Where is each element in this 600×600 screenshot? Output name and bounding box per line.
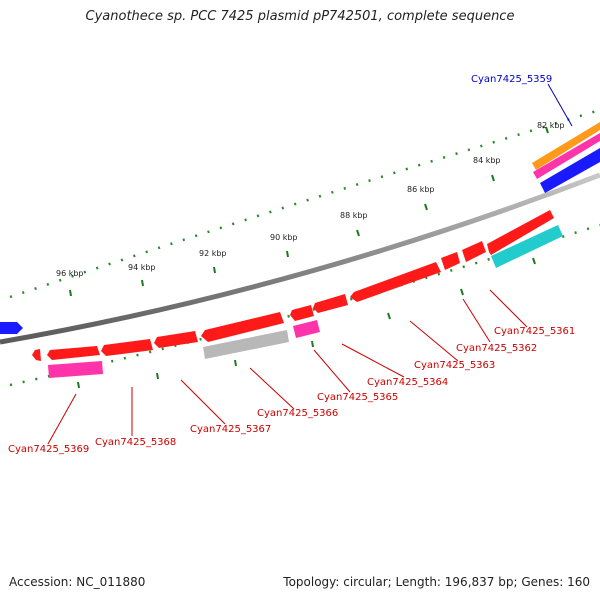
gene-label-cyan7425-5359: Cyan7425_5359 [471, 74, 552, 85]
gene-label-cyan7425-5364: Cyan7425_5364 [367, 377, 448, 388]
gene-label-cyan7425-5369: Cyan7425_5369 [8, 444, 89, 455]
outer-tick-ring [9, 108, 600, 299]
accession-text: Accession: NC_011880 [9, 575, 146, 589]
cds-arrow [32, 349, 41, 361]
gene-label-cyan7425-5368: Cyan7425_5368 [95, 437, 176, 448]
cds-arrow [441, 252, 460, 270]
kbp-label: 96 kbp [56, 269, 84, 278]
cds-arrow [101, 339, 153, 356]
blue-feature [540, 148, 600, 193]
cds-arrow [47, 346, 100, 360]
cds-arrow [313, 294, 348, 313]
gene-label-cyan7425-5367: Cyan7425_5367 [190, 424, 271, 435]
map-title: Cyanothece sp. PCC 7425 plasmid pP742501… [85, 9, 515, 24]
kbp-label: 90 kbp [270, 233, 298, 242]
major-ticks-inner [77, 257, 536, 389]
kbp-label: 88 kbp [340, 211, 368, 220]
forward-cds [32, 210, 554, 361]
cds-arrow [350, 262, 441, 302]
magenta-feature [48, 361, 103, 378]
kbp-label: 94 kbp [128, 263, 156, 272]
kbp-label: 82 kbp [537, 121, 565, 130]
cds-arrow [290, 305, 314, 321]
leader-lines [47, 83, 573, 445]
major-ticks-outer [69, 126, 549, 297]
orange-feature [532, 122, 600, 170]
reverse-features [48, 225, 563, 378]
cyan-feature [491, 225, 563, 268]
magenta-feature [293, 320, 320, 338]
outer-features [0, 122, 600, 334]
blue-feature-left [0, 322, 23, 334]
gene-label-cyan7425-5365: Cyan7425_5365 [317, 392, 398, 403]
gene-label-cyan7425-5363: Cyan7425_5363 [414, 360, 495, 371]
kbp-label: 86 kbp [407, 185, 435, 194]
magenta-feature [533, 133, 600, 179]
cds-arrow [201, 312, 284, 342]
kbp-label: 92 kbp [199, 249, 227, 258]
cds-arrow [462, 241, 486, 262]
cds-arrow [487, 210, 554, 255]
backbone-ring [0, 172, 600, 345]
cds-arrow [154, 331, 198, 348]
gene-label-cyan7425-5366: Cyan7425_5366 [257, 408, 338, 419]
gene-label-cyan7425-5361: Cyan7425_5361 [494, 326, 575, 337]
grey-feature [203, 330, 289, 359]
kbp-label: 84 kbp [473, 156, 501, 165]
gene-label-cyan7425-5362: Cyan7425_5362 [456, 343, 537, 354]
topology-text: Topology: circular; Length: 196,837 bp; … [283, 575, 590, 589]
